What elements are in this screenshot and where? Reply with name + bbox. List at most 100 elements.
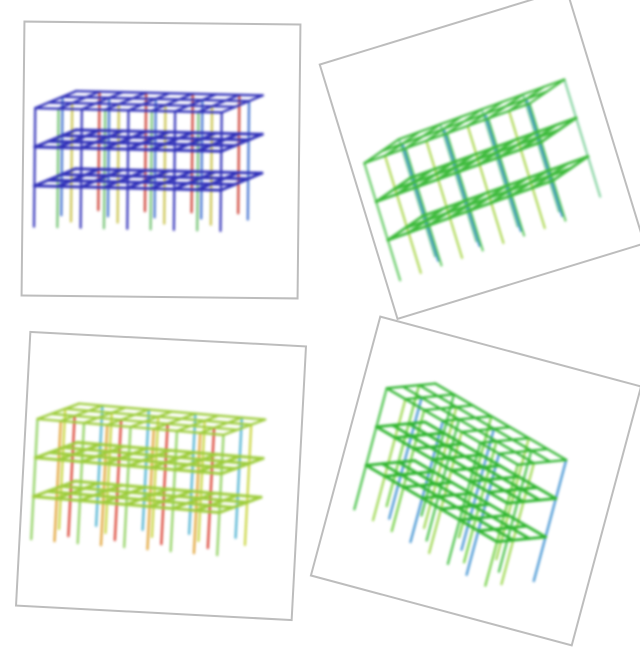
- frame-beam: [150, 92, 194, 113]
- frame-beam: [540, 116, 578, 144]
- frame-beam: [103, 446, 149, 466]
- frame-beam: [468, 475, 520, 483]
- frame-beam: [217, 495, 263, 514]
- frame-beam: [363, 138, 401, 165]
- frame-beam: [439, 502, 491, 511]
- frame-beam: [386, 214, 424, 242]
- frame-column: [507, 109, 546, 230]
- frame-column: [457, 415, 493, 539]
- frame-column: [106, 96, 111, 218]
- frame-column: [69, 101, 74, 223]
- frame-beam: [219, 456, 265, 476]
- frame-beam: [171, 491, 217, 510]
- frame-beam: [32, 167, 77, 188]
- frame-beam: [126, 169, 171, 190]
- frame-beam: [196, 171, 241, 192]
- frame-beam: [57, 442, 102, 462]
- frame-beam: [385, 382, 437, 390]
- frame-beam: [150, 450, 195, 470]
- frame-column: [442, 127, 481, 247]
- frame-beam: [457, 146, 495, 174]
- frame-column: [190, 92, 194, 214]
- frame-column: [32, 107, 37, 228]
- frame-column: [487, 117, 526, 237]
- frame-beam: [127, 448, 172, 468]
- frame-column: [480, 108, 519, 228]
- frame-model-green-a: [363, 78, 602, 282]
- frame-model-green-b: [353, 382, 568, 587]
- frame-column: [371, 398, 407, 522]
- frame-column: [425, 139, 464, 259]
- frame-model-heat: [30, 402, 267, 557]
- frame-beam: [412, 442, 464, 451]
- frame-beam: [126, 130, 171, 151]
- frame-beam: [172, 170, 217, 191]
- frame-beam: [427, 199, 466, 227]
- frame-beam: [59, 404, 104, 423]
- frame-column: [445, 132, 484, 252]
- frame-beam: [219, 171, 264, 192]
- frame-beam: [497, 447, 549, 455]
- frame-beam: [173, 93, 218, 113]
- frame-beam: [436, 153, 475, 181]
- frame-column: [237, 93, 241, 215]
- frame-beam: [391, 423, 526, 504]
- frame-beam: [460, 426, 512, 434]
- frame-column: [56, 107, 60, 229]
- frame-beam: [375, 425, 509, 505]
- frame-beam: [478, 138, 516, 166]
- frame-beam: [469, 184, 507, 212]
- frame-column: [528, 102, 567, 222]
- frame-column: [401, 142, 440, 262]
- frame-beam: [425, 115, 463, 142]
- frame-model-blue: [32, 89, 264, 233]
- frame-beam: [82, 406, 127, 425]
- frame-beam: [393, 431, 446, 440]
- frame-beam: [104, 91, 148, 111]
- frame-beam: [33, 128, 78, 149]
- frame-beam: [420, 491, 473, 500]
- frame-beam: [449, 464, 502, 472]
- frame-beam: [506, 497, 558, 505]
- frame-beam: [401, 385, 536, 465]
- frame-column: [497, 449, 533, 573]
- frame-column: [460, 427, 495, 551]
- frame-beam: [448, 192, 486, 220]
- frame-beam: [55, 481, 100, 501]
- frame-beam: [78, 483, 124, 503]
- frame-column: [398, 138, 436, 258]
- frame-beam: [528, 78, 566, 105]
- frame-column: [116, 103, 120, 224]
- frame-beam: [79, 168, 124, 189]
- frame-column: [439, 123, 478, 243]
- frame-column: [466, 124, 505, 245]
- frame-beam: [416, 161, 454, 189]
- frame-beam: [487, 93, 525, 120]
- frame-beam: [102, 168, 147, 189]
- frame-column: [384, 154, 422, 274]
- frame-column: [234, 416, 243, 539]
- frame-beam: [407, 422, 542, 502]
- frame-beam: [56, 129, 101, 150]
- frame-column: [97, 90, 101, 212]
- frame-column: [404, 147, 443, 267]
- frame-beam: [106, 408, 151, 427]
- frame-beam: [103, 130, 148, 151]
- frame-beam: [413, 459, 547, 539]
- frame-column: [246, 100, 251, 221]
- frame-column: [104, 411, 113, 535]
- frame-column: [532, 458, 568, 583]
- frame-beam: [395, 168, 433, 196]
- frame-beam: [458, 513, 510, 522]
- frame-column: [423, 405, 458, 530]
- frame-beam: [402, 481, 454, 489]
- frame-beam: [173, 131, 218, 152]
- frame-beam: [516, 458, 568, 466]
- frame-beam: [397, 460, 531, 541]
- frame-column: [495, 437, 530, 561]
- frame-beam: [466, 100, 504, 127]
- frame-beam: [383, 470, 435, 478]
- frame-beam: [431, 453, 483, 461]
- frame-column: [363, 162, 402, 282]
- frame-beam: [434, 382, 568, 462]
